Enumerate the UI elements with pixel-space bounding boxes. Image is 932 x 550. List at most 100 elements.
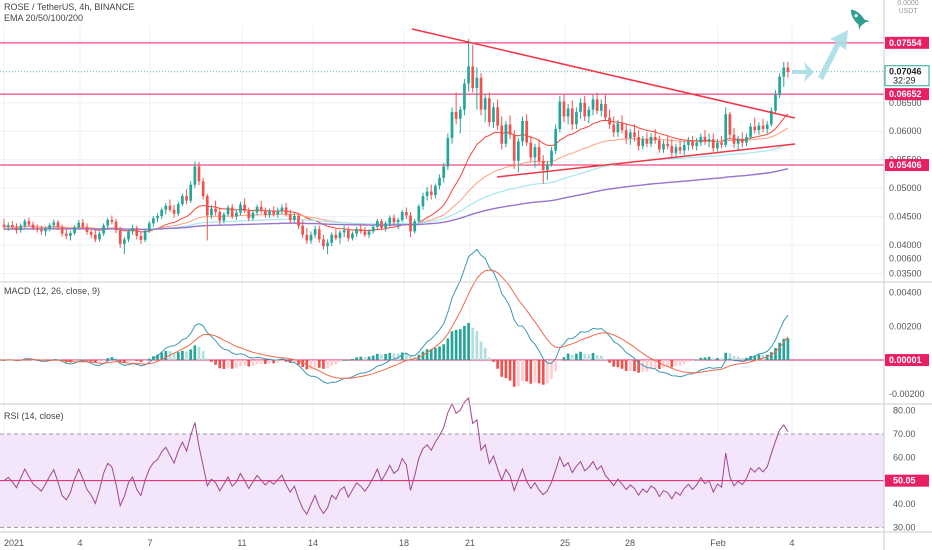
time-tick-5: 18 [399,538,409,548]
arrow-up-large [818,30,848,80]
candle-body-125 [521,121,524,142]
macd-hist-97 [405,352,408,361]
candle-body-24 [102,225,105,234]
macd-hist-154 [641,360,645,372]
time-tick-7: 25 [560,538,570,548]
macd-tick-1: 0.00400 [889,287,922,297]
macd-hist-37 [156,354,159,361]
candle-body-126 [525,121,528,143]
macd-hist-183 [761,355,765,361]
candle-body-32 [135,227,139,236]
macd-hist-43 [181,350,184,361]
level-tag-text-0: 0.07554 [889,38,922,48]
price-axis: 0.065000.060000.055000.050000.045000.040… [884,36,930,532]
candle-body-157 [653,136,657,141]
macd-hist-60 [251,360,255,366]
candle-body-147 [612,124,616,133]
macd-hist-115 [479,341,483,361]
macd-hist-188 [782,338,786,361]
triangle-upper-line [411,28,796,119]
candle-body-60 [251,212,255,219]
macd-hist-29 [122,360,126,363]
candle-body-118 [492,107,495,123]
rsi-tick-0: 80.00 [893,406,916,416]
macd-hist-155 [645,360,649,372]
macd-hist-157 [653,360,657,369]
candle-body-183 [761,125,765,129]
candle-body-51 [214,208,217,213]
candle-body-79 [330,234,334,243]
time-tick-3: 11 [237,538,246,548]
currency-label: 0.0000 USDT [893,0,923,16]
macd-hist-23 [98,360,101,363]
candle-body-136 [566,108,570,117]
candle-body-144 [599,103,603,111]
candle-body-173 [720,142,723,145]
candle-body-4 [19,225,23,231]
candle-body-94 [392,217,396,223]
macd-hist-177 [736,356,740,361]
candle-body-148 [616,123,620,133]
macd-hist-127 [529,360,533,384]
macd-hist-178 [740,358,744,361]
macd-hist-88 [367,356,371,361]
candle-body-110 [458,109,462,119]
macd-hist-150 [624,360,628,371]
candle-body-58 [243,204,246,211]
macd-hist-158 [658,360,661,369]
macd-hist-68 [284,360,288,362]
candle-body-180 [749,126,752,137]
macd-hist-38 [160,352,164,361]
candle-body-91 [380,221,383,228]
rocket-shape [850,9,870,31]
macd-hist-54 [226,360,230,368]
macd-hist-172 [716,358,719,361]
macd-tick-0: 0.00600 [889,254,922,264]
macd-hist-26 [110,357,114,361]
macd-hist-170 [707,356,711,361]
macd-hist-160 [666,360,670,367]
macd-hist-35 [147,358,151,361]
candle-body-112 [467,66,470,84]
candle-body-63 [264,210,267,215]
candle-body-120 [500,125,504,144]
time-tick-9: Feb [710,538,726,548]
candle-body-168 [699,136,703,143]
macd-hist-162 [674,360,678,367]
macd-hist-119 [496,360,499,369]
candle-body-74 [309,234,313,241]
candle-body-121 [504,124,508,144]
candles [2,39,790,255]
candle-body-141 [587,109,591,117]
macd-hist-146 [608,360,611,363]
candle-body-28 [118,230,122,244]
macd-hist-63 [264,360,267,364]
macd-hist-153 [637,360,640,373]
candle-body-137 [570,108,574,125]
macd-hist-138 [575,353,578,361]
level-tag-text-2: 0.05406 [889,160,922,170]
macd-hist-95 [396,353,400,361]
macd-hist-72 [301,360,305,368]
candle-body-2 [11,225,14,228]
candle-body-46 [193,166,197,185]
candle-body-109 [454,111,458,119]
candle-body-67 [280,207,284,211]
macd-hist-179 [745,357,748,361]
macd-hist-147 [612,360,616,367]
candle-body-101 [421,196,425,207]
time-tick-6: 21 [465,538,475,548]
candle-body-154 [641,139,645,147]
candle-body-17 [73,227,76,234]
candle-body-96 [400,212,404,220]
macd-hist-169 [703,357,707,361]
candle-body-72 [301,225,305,235]
macd-hist-113 [471,327,475,361]
macd-hist-33 [139,360,143,363]
macd-hist-46 [193,345,197,361]
candle-body-116 [483,98,487,110]
macd-hist-144 [599,355,603,361]
candle-body-11 [48,225,52,229]
macd-hist-89 [371,355,375,361]
